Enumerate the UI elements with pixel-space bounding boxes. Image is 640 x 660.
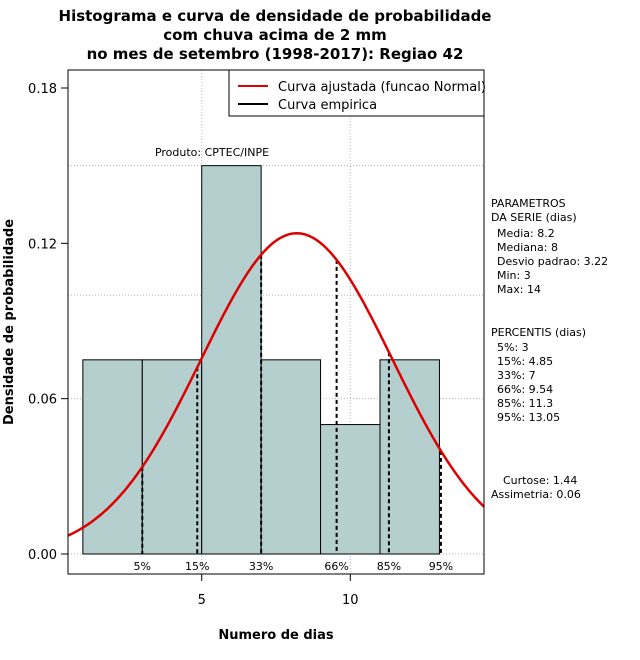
legend-empirical-label: Curva empirica [278, 98, 377, 113]
percentile-label-3: 66% [324, 560, 348, 573]
chart-title-line-1: Histograma e curva de densidade de proba… [59, 7, 492, 25]
y-tick-label-2: 0.12 [28, 237, 57, 252]
histogram-bars [82, 165, 440, 555]
parameter-item-1: Mediana: 8 [497, 241, 558, 254]
parameter-item-4: Max: 14 [497, 283, 541, 296]
histogram-bar-2 [201, 165, 262, 555]
statistics-panel: PARAMETROS DA SERIE (dias) Media: 8.2Med… [491, 197, 608, 501]
kurtosis-item: Curtose: 1.44 [503, 474, 577, 487]
parameter-item-0: Media: 8.2 [497, 227, 555, 240]
histogram-bar-1 [141, 359, 203, 555]
y-tick-label-0: 0.00 [28, 548, 57, 563]
percentile-label-4: 85% [377, 560, 401, 573]
parameters-title-1: PARAMETROS [491, 197, 566, 210]
percentile-lines [141, 254, 442, 554]
percentile-item-4: 85%: 11.3 [497, 397, 553, 410]
histogram-bar-0 [82, 359, 143, 555]
chart-title-line-3: no mes de setembro (1998-2017): Regiao 4… [87, 45, 464, 63]
x-tick-label-1: 10 [342, 593, 359, 608]
percentile-label-5: 95% [429, 560, 453, 573]
legend-box [228, 69, 485, 117]
percentile-label-2: 33% [249, 560, 273, 573]
x-axis-label: Numero de dias [218, 628, 334, 643]
y-axis: 0.00 0.06 0.12 0.18 [28, 82, 69, 563]
parameter-item-2: Desvio padrao: 3.22 [497, 255, 608, 268]
chart-title-line-2: com chuva acima de 2 mm [163, 26, 387, 44]
y-tick-label-3: 0.18 [28, 82, 57, 97]
y-axis-label: Densidade de probabilidade [2, 219, 17, 425]
legend: Curva ajustada (funcao Normal) Curva emp… [228, 69, 486, 117]
histogram-bar-4 [320, 424, 381, 555]
percentile-item-1: 15%: 4.85 [497, 355, 553, 368]
skewness-item: Assimetria: 0.06 [491, 488, 581, 501]
percentile-item-3: 66%: 9.54 [497, 383, 553, 396]
percentile-label-1: 15% [185, 560, 209, 573]
percentile-label-0: 5% [134, 560, 151, 573]
product-label: Produto: CPTEC/INPE [155, 146, 269, 159]
x-axis: 5 10 [198, 573, 359, 608]
parameters-title-2: DA SERIE (dias) [491, 211, 577, 224]
histogram-bar-3 [260, 359, 322, 555]
percentile-item-0: 5%: 3 [497, 341, 529, 354]
x-tick-label-0: 5 [198, 593, 206, 608]
percentiles-title: PERCENTIS (dias) [491, 326, 586, 339]
percentile-labels: 5% 15% 33% 66% 85% 95% [134, 560, 454, 573]
parameter-item-3: Min: 3 [497, 269, 531, 282]
normal-curve-layer [67, 231, 485, 537]
percentile-item-5: 95%: 13.05 [497, 411, 560, 424]
y-tick-label-1: 0.06 [28, 393, 57, 408]
legend-normal-label: Curva ajustada (funcao Normal) [278, 80, 486, 95]
percentile-item-2: 33%: 7 [497, 369, 536, 382]
normal-curve [67, 231, 485, 537]
